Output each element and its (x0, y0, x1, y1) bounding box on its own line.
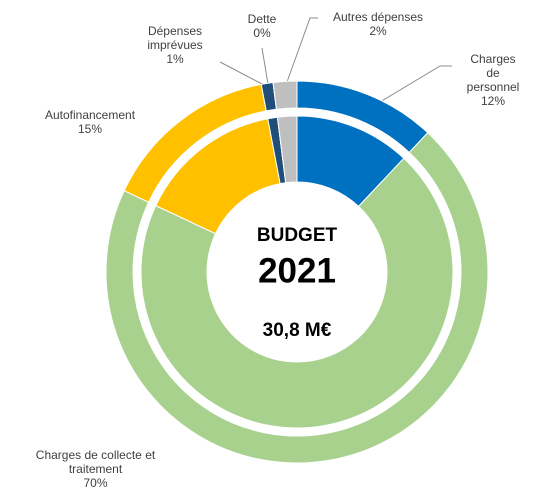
inner-slice (140, 157, 454, 429)
leader-line (286, 17, 318, 83)
center-label: 30,8 M€ (263, 320, 332, 341)
slice-label: Autofinancement 15% (35, 108, 145, 136)
value-label: 2% (369, 24, 387, 38)
value-label: 1% (166, 52, 184, 66)
value-label: 15% (77, 122, 103, 136)
slice-label: Charges de collecte et traitement 70% (8, 448, 183, 490)
category-label: Charges de personnel (466, 52, 520, 94)
slice-label: Dette 0% (237, 12, 287, 40)
value-label: 0% (253, 26, 271, 40)
outer-slice (272, 80, 298, 110)
slice-label: Autres dépenses 2% (318, 10, 438, 38)
value-label: 70% (83, 476, 108, 490)
leader-lines (219, 17, 452, 109)
leader-line (261, 47, 269, 85)
leader-line (369, 65, 452, 109)
slice-label: Charges de personnel 12% (448, 52, 538, 108)
center-label: 2021 (258, 251, 336, 290)
slice-label: Dépenses imprévues 1% (130, 24, 220, 66)
rings (105, 80, 489, 464)
outer-slice (105, 132, 489, 464)
center-label: BUDGET (257, 225, 338, 246)
value-label: 12% (480, 94, 506, 108)
category-label: Dette (247, 12, 277, 26)
leader-line (219, 61, 265, 86)
category-label: Dépenses imprévues (147, 24, 203, 52)
category-label: Charges de collecte et traitement (35, 448, 156, 476)
category-label: Autres dépenses (332, 10, 424, 24)
inner-slice (276, 115, 298, 184)
category-label: Autofinancement (44, 108, 136, 122)
